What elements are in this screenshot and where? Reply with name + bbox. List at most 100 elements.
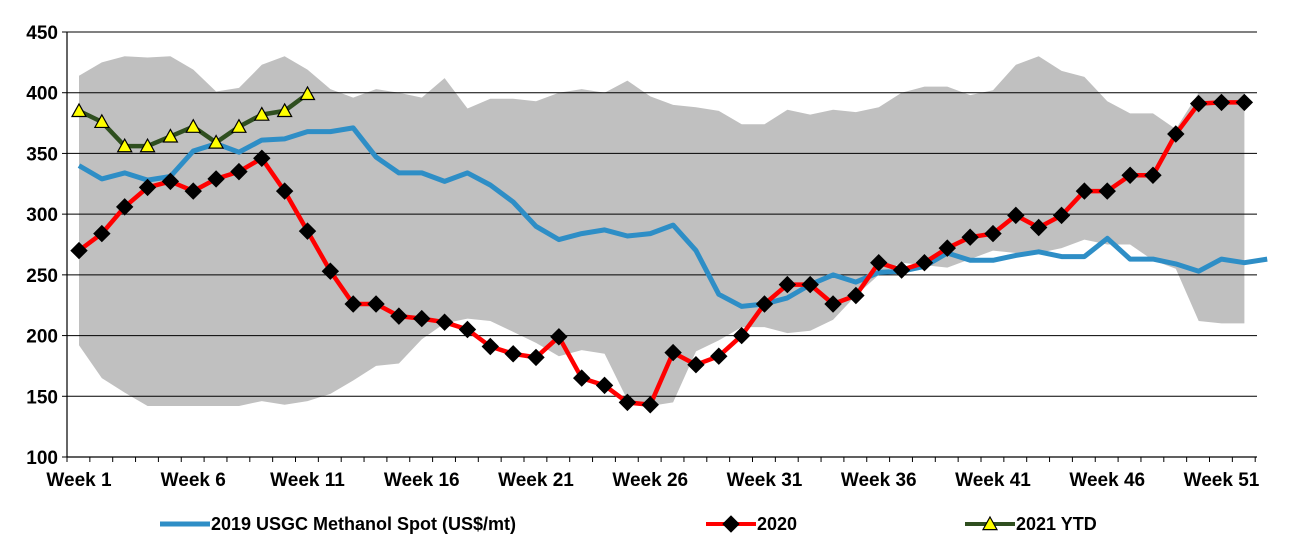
- data-point-marker: [115, 198, 134, 216]
- series-lines: [70, 85, 1268, 414]
- data-point-marker: [230, 162, 248, 181]
- y-tick-label: 150: [26, 387, 58, 408]
- data-point-marker: [230, 118, 247, 133]
- data-point-marker: [722, 515, 740, 533]
- legend-item-1: 2019 USGC Methanol Spot (US$/mt): [160, 514, 516, 534]
- legend-item-2: 2020: [706, 514, 797, 534]
- data-point-marker: [185, 118, 202, 133]
- data-point-marker: [299, 85, 316, 101]
- y-tick-label: 350: [26, 144, 58, 165]
- data-point-marker: [70, 102, 88, 118]
- data-point-marker: [93, 113, 110, 129]
- data-point-marker: [961, 228, 979, 246]
- y-tick-label: 250: [26, 266, 58, 287]
- data-point-marker: [138, 178, 157, 197]
- data-point-marker: [435, 313, 454, 331]
- legend-label: 2021 YTD: [1016, 514, 1097, 534]
- x-tick-label: Week 6: [161, 470, 226, 491]
- data-point-marker: [550, 328, 568, 346]
- data-point-marker: [618, 393, 637, 412]
- data-point-marker: [70, 241, 88, 260]
- data-point-marker: [1189, 94, 1208, 113]
- data-point-marker: [253, 106, 270, 121]
- data-point-marker: [139, 137, 156, 153]
- data-point-marker: [161, 172, 180, 191]
- data-point-marker: [870, 254, 888, 272]
- data-point-marker: [595, 376, 614, 395]
- data-point-marker: [116, 137, 133, 153]
- data-point-marker: [915, 254, 934, 272]
- data-point-marker: [208, 134, 225, 149]
- y-tick-label: 200: [26, 327, 58, 348]
- data-point-marker: [938, 239, 957, 257]
- data-point-marker: [1121, 166, 1139, 184]
- x-tick-label: Week 31: [727, 470, 803, 491]
- series-2: [70, 93, 1254, 414]
- data-point-marker: [1052, 206, 1071, 225]
- data-point-marker: [847, 286, 865, 305]
- legend: 2019 USGC Methanol Spot (US$/mt) 2020 2021…: [160, 514, 1097, 534]
- data-point-marker: [162, 128, 179, 143]
- legend-label: 2019 USGC Methanol Spot (US$/mt): [211, 514, 516, 534]
- data-point-marker: [732, 326, 751, 345]
- data-point-marker: [778, 275, 797, 294]
- data-point-marker: [1029, 218, 1048, 237]
- data-point-marker: [367, 295, 385, 313]
- data-point-marker: [458, 320, 477, 339]
- x-tick-label: Week 46: [1069, 470, 1145, 491]
- data-point-marker: [93, 224, 111, 243]
- series-1: [77, 125, 1268, 309]
- x-tick-labels: Week 1 Week 6 Week 11 Week 16 Week 21 Week 26…: [46, 470, 1259, 491]
- x-tick-label: Week 1: [46, 470, 112, 491]
- data-point-marker: [710, 347, 728, 365]
- data-point-marker: [504, 345, 522, 363]
- y-tick-label: 400: [26, 84, 58, 105]
- legend-item-3: 2021 YTD: [965, 514, 1097, 534]
- data-point-marker: [755, 295, 774, 313]
- x-tick-label: Week 11: [270, 470, 345, 491]
- data-point-marker: [1007, 206, 1025, 225]
- data-point-marker: [1144, 166, 1162, 184]
- x-tick-label: Week 36: [841, 470, 917, 491]
- data-point-marker: [641, 396, 659, 414]
- x-tick-label: Week 41: [955, 470, 1031, 491]
- y-tick-labels: 100 150 200 250 300 350 400 450: [26, 23, 58, 469]
- data-point-marker: [1098, 182, 1116, 200]
- data-point-marker: [824, 295, 842, 313]
- data-point-marker: [664, 343, 682, 362]
- series-line: [77, 125, 1268, 309]
- data-point-marker: [1167, 125, 1185, 143]
- data-point-marker: [298, 222, 317, 240]
- legend-label: 2020: [757, 514, 797, 534]
- y-tick-label: 100: [26, 448, 58, 469]
- x-tick-label: Week 51: [1184, 470, 1260, 491]
- y-tick-label: 300: [26, 205, 58, 226]
- data-point-marker: [687, 356, 705, 374]
- x-tick-label: Week 26: [612, 470, 688, 491]
- data-point-marker: [1235, 93, 1254, 112]
- data-point-marker: [801, 275, 819, 294]
- data-point-marker: [207, 170, 225, 188]
- data-point-marker: [1075, 182, 1094, 200]
- data-point-marker: [275, 182, 294, 200]
- data-point-marker: [253, 149, 271, 167]
- x-tick-label: Week 21: [498, 470, 574, 491]
- data-point-marker: [413, 309, 431, 328]
- data-point-marker: [276, 102, 293, 118]
- data-point-marker: [527, 348, 545, 367]
- data-point-marker: [481, 337, 500, 356]
- data-point-marker: [984, 224, 1002, 243]
- data-point-marker: [1212, 93, 1231, 112]
- series-line: [77, 100, 1245, 408]
- data-point-marker: [390, 307, 408, 325]
- data-point-marker: [572, 369, 591, 387]
- data-point-marker: [344, 295, 362, 313]
- axes: [62, 31, 1257, 462]
- data-point-marker: [184, 182, 202, 200]
- data-point-marker: [321, 262, 340, 280]
- data-point-marker: [892, 261, 911, 279]
- x-tick-label: Week 16: [384, 470, 460, 491]
- data-point-marker: [981, 515, 999, 531]
- y-tick-label: 450: [26, 23, 58, 44]
